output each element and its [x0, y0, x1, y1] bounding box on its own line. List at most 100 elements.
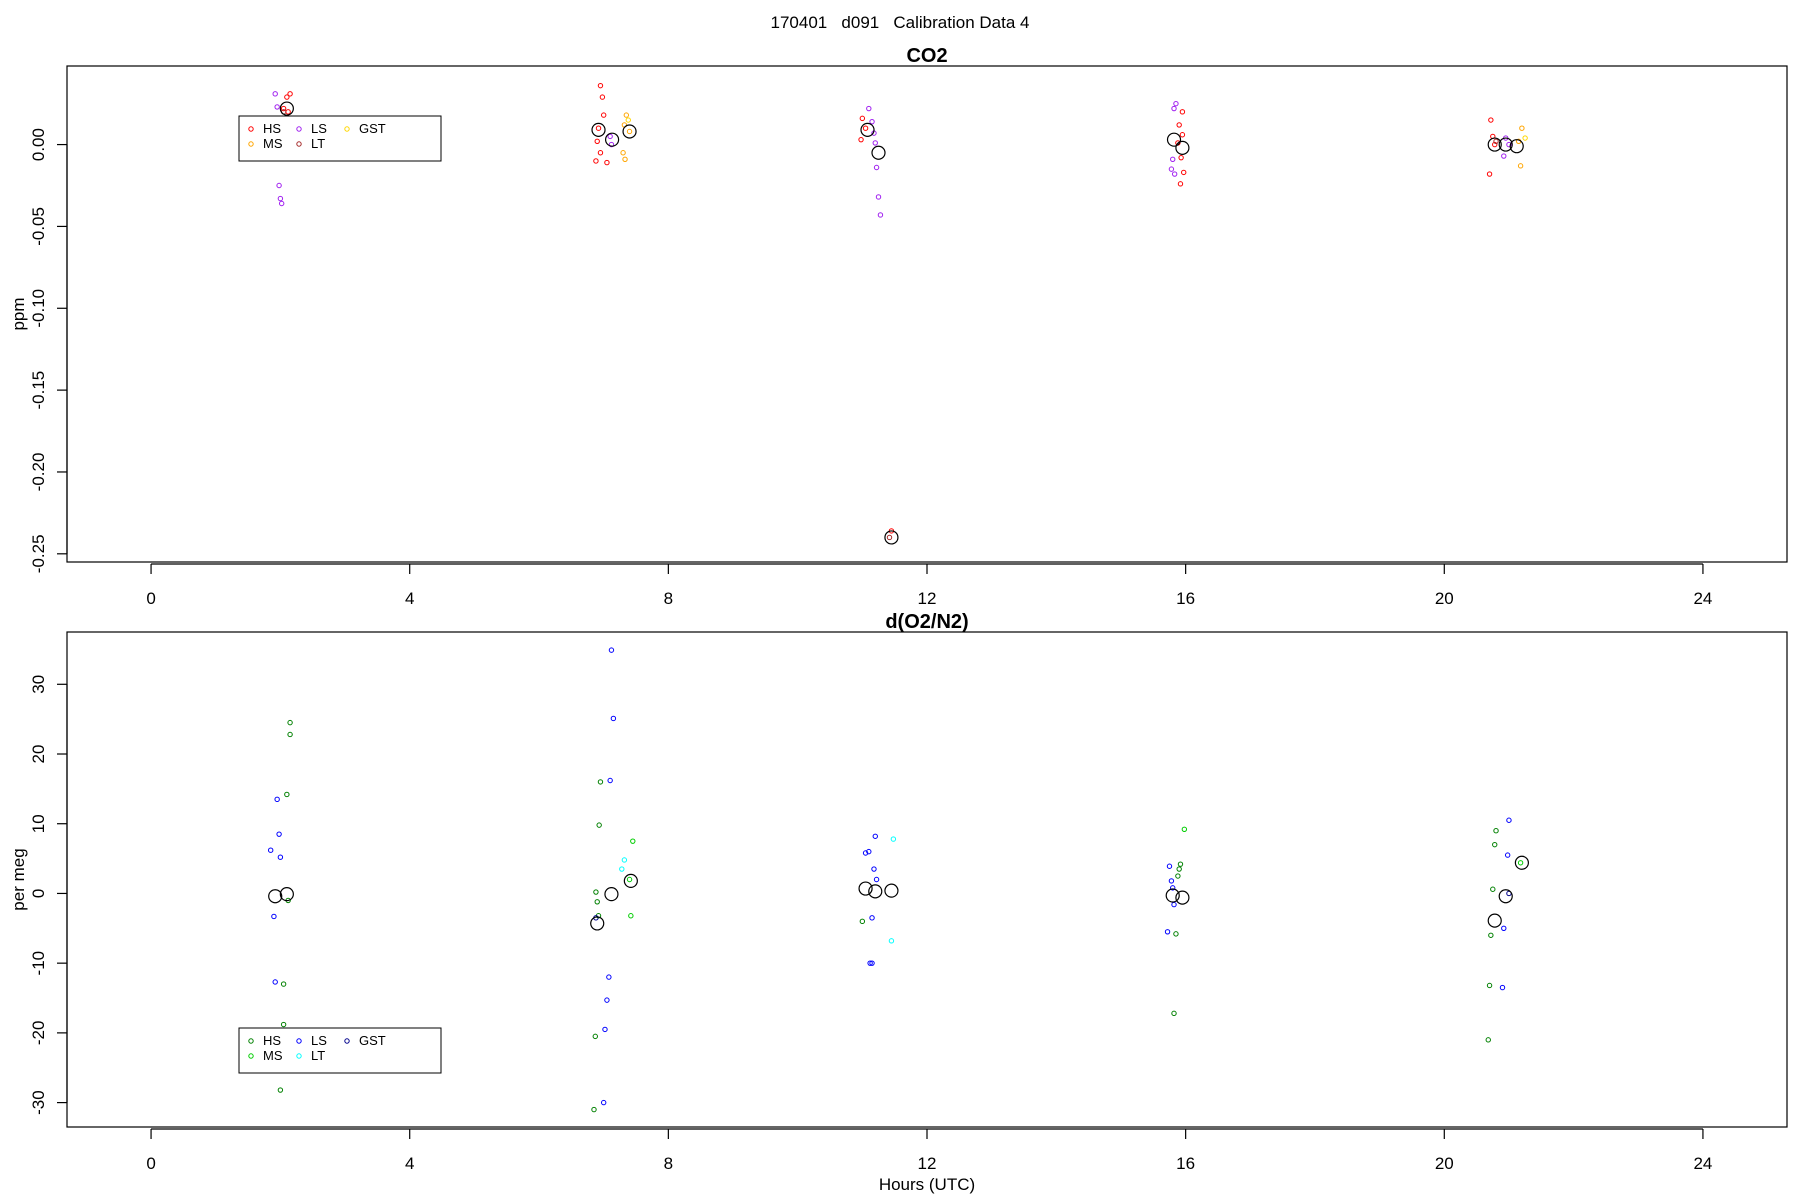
mean-marker	[868, 884, 883, 899]
data-point	[604, 997, 610, 1003]
data-point	[1179, 109, 1186, 115]
data-point	[877, 212, 884, 218]
y-tick-label: 10	[29, 814, 48, 833]
mean-marker	[1165, 888, 1180, 903]
data-point	[595, 125, 602, 131]
x-tick-label: 0	[146, 1154, 155, 1173]
legend-marker	[296, 1053, 302, 1059]
data-point	[274, 796, 280, 803]
data-point	[280, 981, 287, 987]
y-axis-label: ppm	[9, 297, 28, 330]
data-point	[1170, 156, 1176, 163]
y-tick-label: -20	[29, 1021, 48, 1046]
data-point	[607, 777, 613, 784]
data-point	[626, 876, 633, 883]
y-tick-label: -30	[29, 1090, 48, 1115]
data-point	[1486, 171, 1493, 177]
data-point	[886, 534, 893, 541]
legend-marker	[344, 1038, 350, 1044]
data-point	[1181, 169, 1187, 176]
data-point	[1171, 1010, 1177, 1017]
legend-label: MS	[263, 1048, 283, 1063]
x-tick-label: 8	[664, 589, 673, 608]
data-point	[600, 1099, 607, 1106]
mean-marker	[1514, 855, 1529, 870]
data-point	[1499, 984, 1506, 991]
x-tick-label: 4	[405, 589, 414, 608]
mean-marker	[604, 132, 620, 147]
legend-label: HS	[263, 121, 281, 136]
data-point	[628, 913, 634, 919]
x-tick-label: 16	[1176, 589, 1195, 608]
y-tick-label: -0.05	[29, 207, 48, 246]
mean-marker	[623, 873, 638, 888]
legend-label: LT	[311, 136, 325, 151]
data-point	[1486, 982, 1493, 989]
data-point	[630, 838, 636, 844]
data-point	[1171, 901, 1177, 908]
legend-marker	[248, 1053, 254, 1059]
legend-marker	[344, 126, 350, 132]
data-point	[1488, 932, 1494, 938]
mean-marker	[279, 887, 294, 902]
data-point	[872, 140, 878, 146]
x-tick-label: 0	[146, 589, 155, 608]
data-point	[267, 847, 274, 853]
data-point	[1176, 866, 1182, 872]
data-point	[890, 836, 897, 842]
data-point	[287, 731, 293, 738]
data-point	[287, 91, 293, 97]
x-axis-label: Hours (UTC)	[879, 1175, 975, 1194]
data-point	[1493, 138, 1499, 145]
chart-title: d(O2/N2)	[885, 611, 968, 633]
data-point	[1176, 122, 1182, 128]
data-point	[1173, 931, 1179, 937]
legend-label: HS	[263, 1033, 281, 1048]
data-point	[1493, 827, 1499, 834]
data-point	[619, 866, 625, 872]
data-point	[862, 850, 869, 856]
data-point	[1488, 117, 1494, 123]
data-point	[277, 854, 284, 860]
data-point	[866, 848, 872, 855]
data-point	[872, 833, 878, 839]
data-point	[1171, 171, 1178, 177]
mean-marker	[1498, 137, 1513, 152]
legend-marker	[248, 126, 254, 132]
data-point	[1490, 886, 1496, 892]
data-point	[597, 150, 604, 156]
data-point	[1178, 154, 1184, 161]
data-point	[869, 118, 875, 125]
data-point	[1171, 105, 1177, 112]
data-point	[1501, 153, 1507, 159]
y-tick-label: 30	[29, 675, 48, 694]
data-point	[869, 915, 875, 921]
chart-title: CO2	[906, 45, 947, 67]
mean-marker	[279, 101, 294, 116]
legend-marker	[296, 1038, 302, 1044]
data-point	[1181, 826, 1188, 833]
data-point	[604, 159, 610, 166]
data-point	[1492, 841, 1498, 848]
data-point	[1517, 163, 1524, 169]
legend-label: LS	[311, 1033, 327, 1048]
y-tick-label: 0.00	[29, 128, 48, 161]
data-point	[871, 866, 877, 872]
data-point	[602, 1026, 608, 1033]
data-point	[284, 94, 290, 100]
data-point	[277, 1087, 284, 1093]
data-point	[620, 150, 626, 156]
data-point	[1168, 878, 1175, 884]
x-tick-label: 12	[918, 1154, 937, 1173]
data-point	[272, 979, 278, 985]
data-point	[1170, 885, 1176, 891]
mean-marker	[591, 122, 606, 137]
legend-label: MS	[263, 136, 283, 151]
y-tick-label: 0	[29, 889, 48, 898]
data-point	[1179, 132, 1186, 138]
data-point	[285, 109, 291, 115]
data-point	[594, 138, 600, 145]
y-tick-label: -10	[29, 951, 48, 976]
legend-label: GST	[359, 1033, 386, 1048]
